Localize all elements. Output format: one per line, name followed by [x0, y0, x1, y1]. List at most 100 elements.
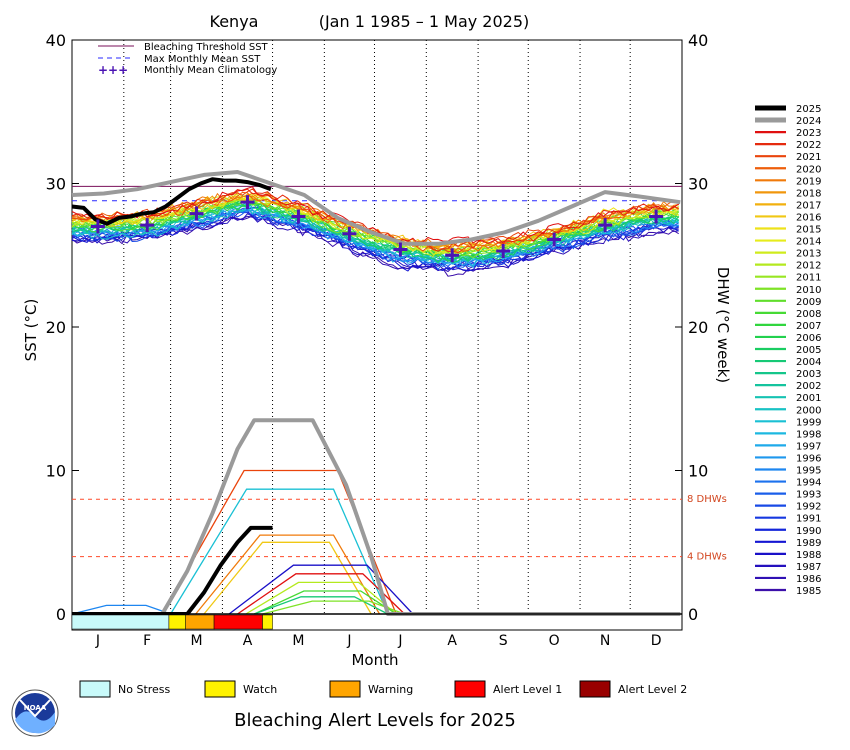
year-legend-label: 2010: [796, 285, 821, 296]
sst-trace-1986: [71, 215, 679, 273]
y-tick-label-right: 0: [688, 605, 698, 624]
year-legend-label: 2025: [796, 104, 821, 115]
dhw-ref-label: 4 DHWs: [687, 552, 727, 563]
y-tick-label-left: 10: [46, 462, 66, 481]
climatology-marker: [140, 218, 155, 233]
alert-key-label: Watch: [243, 683, 277, 696]
y-tick-label-left: 40: [46, 31, 66, 50]
alert-strip-segment: [168, 614, 186, 630]
legend-threshold: Bleaching Threshold SST: [144, 42, 269, 53]
month-label: M: [190, 633, 202, 649]
noaa-logo-text: NOAA: [24, 704, 47, 712]
year-legend-label: 2007: [796, 321, 821, 332]
plot-frame: [71, 39, 683, 631]
year-legend-label: 1985: [796, 586, 821, 597]
climatology-marker: [598, 218, 613, 233]
year-legend-label: 1990: [796, 526, 821, 537]
legend-climatology: Monthly Mean Climatology: [144, 65, 277, 76]
sst-line-2024: [71, 170, 681, 246]
month-label: A: [447, 633, 457, 649]
climatology-marker: [90, 219, 105, 234]
dhw-trace-2008: [253, 590, 397, 615]
year-legend-label: 2012: [796, 261, 821, 272]
year-legend-label: 1995: [796, 466, 821, 477]
month-gridlines: [123, 40, 631, 614]
alert-strip-segment: [71, 614, 170, 630]
year-legend-label: 2003: [796, 369, 821, 380]
sst-trace-2006: [71, 200, 679, 262]
dhw-line-2024: [72, 418, 681, 616]
chart-legend: Bleaching Threshold SST Max Monthly Mean…: [98, 42, 277, 77]
alert-key-label: Alert Level 1: [493, 683, 562, 696]
year-legend-label: 1996: [796, 453, 821, 464]
year-legend-label: 2023: [796, 128, 821, 139]
y-tick-label-left: 30: [46, 175, 66, 194]
dhw-trace-2012: [245, 581, 397, 615]
month-label: D: [651, 633, 662, 649]
sst-line-2025: [71, 177, 272, 226]
year-legend-label: 1997: [796, 441, 821, 452]
noaa-logo: NOAA: [11, 689, 59, 737]
year-legend-label: 1987: [796, 562, 821, 573]
historic-dhw-traces: [71, 469, 414, 615]
y-axis-label-left: SST (°C): [22, 299, 40, 362]
year-legend-label: 2014: [796, 237, 821, 248]
climatology-markers: [90, 195, 664, 263]
alert-key-label: Alert Level 2: [618, 683, 687, 696]
alert-strip-segment: [262, 614, 273, 630]
year-legend-label: 1991: [796, 514, 821, 525]
y-tick-label-right: 40: [688, 31, 708, 50]
year-legend: 2025202420232022202120202019201820172016…: [755, 104, 821, 597]
year-legend-label: 2004: [796, 357, 821, 368]
climatology-marker: [189, 206, 204, 221]
year-legend-label: 2020: [796, 164, 821, 175]
dhw-trace-1988: [228, 564, 414, 615]
x-axis-label: Month: [351, 651, 398, 669]
footer-title: Bleaching Alert Levels for 2025: [234, 710, 516, 731]
year-legend-label: 1999: [796, 417, 821, 428]
year-legend-label: 2006: [796, 333, 821, 344]
dhw-trace-2004: [253, 596, 389, 615]
alert-strip-segment: [185, 614, 215, 630]
sst-trace-1990: [71, 208, 679, 271]
month-label: N: [600, 633, 610, 649]
chart-title-location: Kenya: [210, 12, 259, 31]
month-label: F: [143, 633, 151, 649]
year-legend-label: 2017: [796, 200, 821, 211]
year-legend-label: 2015: [796, 225, 821, 236]
alert-key-swatch: [204, 680, 236, 698]
year-legend-label: 2022: [796, 140, 821, 151]
year-legend-label: 2005: [796, 345, 821, 356]
alert-key-label: Warning: [368, 683, 413, 696]
y-tick-label-right: 10: [688, 462, 708, 481]
year-legend-label: 2002: [796, 381, 821, 392]
year-legend-label: 2000: [796, 405, 821, 416]
year-legend-label: 1989: [796, 538, 821, 549]
y-axis-ticks: 0 0 10 10 20 20 30 30 40 40: [46, 31, 709, 624]
alert-key-label: No Stress: [118, 683, 171, 696]
alert-level-key: No Stress Watch Warning Alert Level 1 Alert …: [79, 680, 687, 698]
alert-key-swatch: [329, 680, 361, 698]
year-legend-label: 2018: [796, 188, 821, 199]
month-label: A: [243, 633, 253, 649]
climatology-marker: [291, 209, 306, 224]
climatology-marker: [240, 195, 255, 210]
legend-mmm: Max Monthly Mean SST: [144, 54, 261, 65]
dhw-trace-1999: [170, 488, 389, 615]
month-label: J: [95, 633, 100, 649]
year-legend-label: 1986: [796, 574, 821, 585]
year-legend-label: 2016: [796, 212, 821, 223]
climatology-marker: [393, 242, 408, 257]
year-legend-label: 2008: [796, 309, 821, 320]
year-legend-label: 2001: [796, 393, 821, 404]
year-legend-label: 2011: [796, 273, 821, 284]
month-label: J: [346, 633, 351, 649]
month-label: O: [549, 633, 560, 649]
month-label: S: [499, 633, 508, 649]
year-legend-label: 1993: [796, 490, 821, 501]
historic-sst-traces: [71, 186, 680, 277]
alert-key-swatch: [79, 680, 111, 698]
sst-trace-2015: [71, 194, 679, 252]
y-tick-label-left: 20: [46, 318, 66, 337]
